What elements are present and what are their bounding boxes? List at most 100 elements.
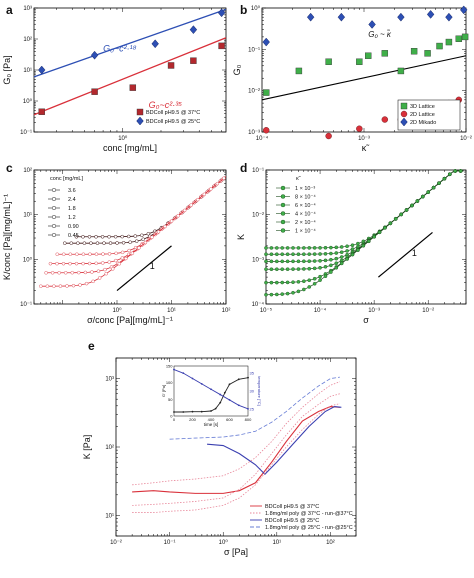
y-tick-label: 10⁻² xyxy=(252,213,264,219)
curve-point xyxy=(222,176,226,180)
curve-point xyxy=(323,265,328,269)
x-tick-label: 10⁰ xyxy=(118,135,128,142)
legend-entry: 1.8 xyxy=(68,206,76,212)
data-point xyxy=(167,62,175,69)
curve-point xyxy=(71,283,76,288)
data-point xyxy=(356,58,363,65)
y-axis-title: G₀ [Pa] xyxy=(2,55,12,84)
inset-x-tick: 400 xyxy=(208,417,215,422)
data-point xyxy=(356,125,363,132)
curve-point xyxy=(50,271,55,275)
curve-point xyxy=(356,248,360,252)
inset-point xyxy=(247,376,249,379)
legend-marker xyxy=(136,116,144,126)
curve-point xyxy=(291,246,295,250)
curve-point xyxy=(141,237,145,242)
curve-point xyxy=(150,235,154,239)
x-axis-title: conc [mg/mL] xyxy=(103,143,157,153)
curve-point xyxy=(431,185,436,190)
x-tick-label: 10¹ xyxy=(167,308,176,314)
curve-point xyxy=(115,241,119,245)
curve-point xyxy=(69,241,74,245)
curve-point xyxy=(415,199,420,203)
curve-point xyxy=(269,280,274,285)
curve-point xyxy=(404,208,409,212)
panel-letter-a: a xyxy=(6,3,13,17)
y-tick-label: 10² xyxy=(105,445,114,451)
curve-point xyxy=(318,274,322,279)
inset-frame xyxy=(173,365,249,417)
x-tick-label: 10⁻² xyxy=(460,136,472,142)
legend-marker xyxy=(51,223,57,229)
curve-point xyxy=(377,230,382,235)
legend-entry: BDColl pH9.5 @ 37°C xyxy=(146,110,200,116)
curve-point xyxy=(57,271,61,275)
flow-curve xyxy=(76,178,224,238)
inset-x-title: time [s] xyxy=(204,422,219,427)
data-point xyxy=(397,67,405,75)
y-tick-label: 10⁰ xyxy=(23,98,33,105)
x-tick-label: 10⁻² xyxy=(422,308,434,314)
y-tick-label: 10² xyxy=(23,168,32,174)
curve-point xyxy=(264,252,268,257)
x-tick-label: 10⁻⁴ xyxy=(256,135,269,142)
legend-entry: BDColl pH9.5 @ 37°C xyxy=(265,504,319,510)
curve-point xyxy=(339,261,344,266)
inset-point xyxy=(237,378,240,381)
curve-point xyxy=(296,280,301,284)
x-tick-label: 10⁻⁵ xyxy=(260,307,273,314)
inset-x-tick: 600 xyxy=(226,417,233,422)
curve-point xyxy=(269,292,274,297)
curve-point xyxy=(264,267,268,272)
legend-marker xyxy=(400,117,408,127)
fit-line xyxy=(261,55,467,101)
curve-point xyxy=(345,244,349,249)
curve-point xyxy=(58,284,63,288)
curve-point xyxy=(264,280,268,285)
data-point xyxy=(461,33,469,41)
y-tick-label: 10¹ xyxy=(23,213,32,219)
inset-y-tick-left: 0 xyxy=(170,414,173,419)
inset-x-tick: 800 xyxy=(245,417,252,422)
legend-entry: BDColl pH9.5 @ 25°C xyxy=(265,518,319,524)
curve-point xyxy=(329,245,333,250)
flow-curve xyxy=(64,177,226,244)
curve-point xyxy=(291,267,295,271)
legend-entry: 6 × 10⁻⁴ xyxy=(295,202,316,209)
panel-letter-e: e xyxy=(88,339,95,353)
legend-marker xyxy=(280,219,286,225)
inset-point xyxy=(173,368,175,371)
curve-point xyxy=(52,284,56,288)
curve-point xyxy=(87,235,92,239)
curve-point xyxy=(350,243,355,248)
y-tick-label: 10² xyxy=(23,37,32,43)
curve-point xyxy=(94,252,99,256)
curve-point xyxy=(117,262,122,266)
curve-point xyxy=(44,271,48,275)
chart-panel-e: 10⁻² 10⁻¹ 10⁰ 10¹ 10² 10¹ 10² 10³ σ [Pa] K [Pa] BD… xyxy=(82,357,357,557)
data-point xyxy=(365,52,372,59)
power-law-label: G₀~c²·³⁵ xyxy=(149,100,183,110)
curve-point xyxy=(285,291,290,296)
curve-point xyxy=(107,260,112,264)
curve-point xyxy=(215,181,220,186)
y-axis-title: K/conc [Pa][mg/mL]⁻¹ xyxy=(2,194,12,280)
curve-point xyxy=(275,252,279,257)
curve-point xyxy=(45,284,50,288)
curve-point xyxy=(39,284,43,288)
curve-point xyxy=(399,212,403,217)
legend-entry: 1.2 xyxy=(68,215,76,221)
legend-marker xyxy=(280,185,286,191)
inset-point xyxy=(191,377,194,380)
curve-point xyxy=(312,266,317,271)
curve-point xyxy=(140,233,144,238)
inset-y-tick-right: 35 xyxy=(250,371,255,376)
curve-point xyxy=(176,213,180,218)
curve-point xyxy=(442,176,447,181)
curve-point xyxy=(70,270,75,275)
curve-point xyxy=(393,217,398,221)
inset-y-tick-right: 30 xyxy=(250,389,255,394)
stiffening-curve xyxy=(132,406,340,494)
fit-line xyxy=(33,8,227,78)
data-point xyxy=(381,116,389,123)
